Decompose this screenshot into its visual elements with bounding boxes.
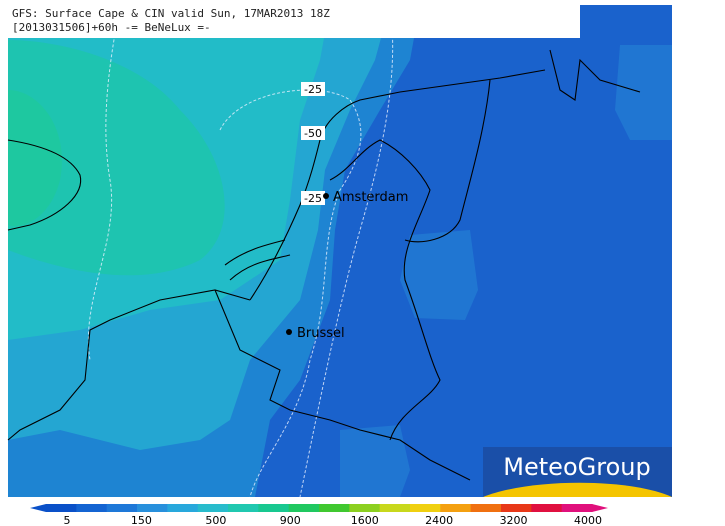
- colorbar-segment: [531, 504, 563, 512]
- city-label: Amsterdam: [333, 190, 408, 205]
- cape-band: [400, 230, 478, 320]
- city-dot: [323, 193, 329, 199]
- contour-label: -50: [304, 127, 322, 140]
- logo-arc: [483, 482, 672, 497]
- contour-label: -25: [304, 83, 322, 96]
- colorbar-segment: [228, 504, 259, 512]
- colorbar-label: 900: [280, 514, 301, 526]
- header-box: [8, 5, 580, 38]
- header-subtitle: [2013031506]+60h -= BeNeLux =-: [12, 21, 211, 34]
- city-label: Brussel: [297, 326, 345, 341]
- colorbar-segment: [440, 504, 472, 512]
- colorbar-segment: [319, 504, 350, 512]
- border: [7, 289, 251, 441]
- colorbar-label: 150: [131, 514, 152, 526]
- border: [214, 289, 471, 481]
- estuary: [224, 239, 291, 281]
- colorbar: 5 150 500 900 1600 2400 3200 4000: [30, 504, 608, 526]
- coastline: [7, 139, 82, 231]
- colorbar-segment: [379, 504, 411, 512]
- border: [404, 79, 491, 243]
- colorbar-label: 2400: [425, 514, 453, 526]
- logo: MeteoGroup: [483, 447, 672, 497]
- cin-contour: [299, 4, 394, 498]
- colorbar-label: 5: [64, 514, 71, 526]
- colorbar-segment: [106, 504, 138, 512]
- colorbar-label: 3200: [500, 514, 528, 526]
- map: [7, 4, 672, 498]
- label-box: [301, 126, 325, 140]
- colorbar-segment: [258, 504, 290, 512]
- colorbar-label: 500: [205, 514, 226, 526]
- colorbar-segment: [167, 504, 199, 512]
- contour-labels: -25 -50 -25: [301, 82, 325, 205]
- colorbar-segment: [197, 504, 229, 512]
- colorbar-segment: [349, 504, 381, 512]
- colorbar-segment: [76, 504, 108, 512]
- colorbar-arrow: [592, 504, 608, 512]
- contour-label: -25: [304, 192, 322, 205]
- logo-text: MeteoGroup: [503, 453, 650, 481]
- colorbar-segment: [288, 504, 320, 512]
- colorbar-segment: [470, 504, 502, 512]
- cape-band: [8, 40, 225, 276]
- colorbar-segment: [501, 504, 532, 512]
- label-box: [301, 82, 325, 96]
- header-title: GFS: Surface Cape & CIN valid Sun, 17MAR…: [12, 7, 330, 20]
- border: [329, 139, 441, 441]
- colorbar-arrow: [30, 504, 46, 512]
- colorbar-segment: [410, 504, 441, 512]
- coastline: [549, 49, 641, 101]
- colorbar-segment: [561, 504, 593, 512]
- city-dot: [286, 329, 292, 335]
- cape-band: [8, 90, 62, 227]
- colorbar-label: 4000: [574, 514, 602, 526]
- colorbar-label: 1600: [351, 514, 379, 526]
- cape-band: [340, 425, 410, 497]
- coastline: [249, 69, 546, 301]
- label-box: [301, 191, 325, 205]
- colorbar-segment: [46, 504, 77, 512]
- cin-contour: [87, 4, 121, 361]
- cape-band: [615, 45, 672, 140]
- colorbar-segment: [137, 504, 168, 512]
